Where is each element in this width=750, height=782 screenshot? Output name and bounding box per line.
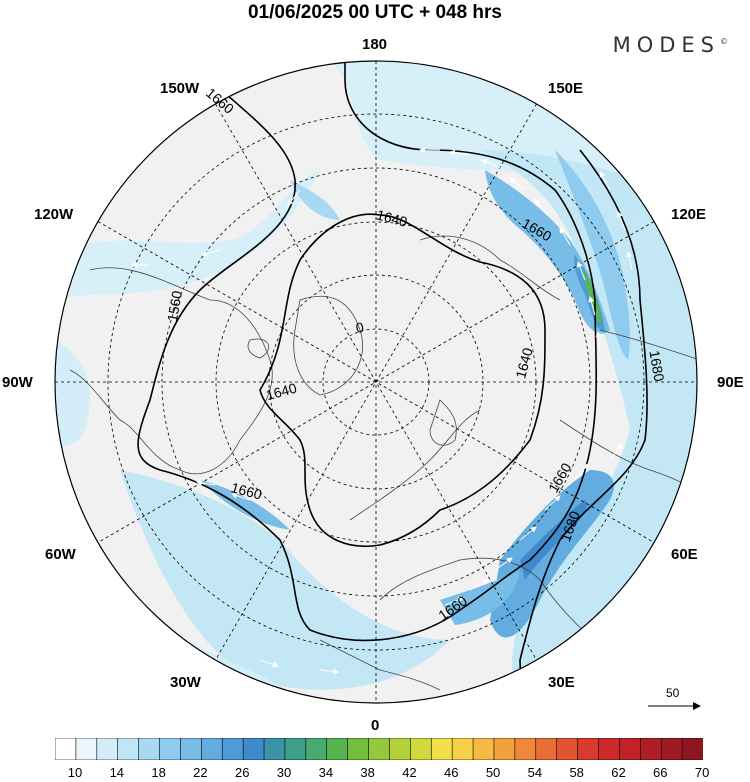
colorbar-tick-label: 26: [234, 765, 250, 780]
colorbar-swatch: [221, 738, 244, 760]
lon-label-120e: 120E: [671, 206, 707, 223]
colorbar-tick-label: 58: [569, 765, 584, 780]
colorbar-swatch: [242, 738, 265, 760]
lon-label-60w: 60W: [45, 546, 76, 563]
copyright-mark: ©: [720, 37, 728, 46]
colorbar-swatch: [305, 738, 328, 760]
colorbar-swatch: [159, 738, 182, 760]
colorbar-tick-label: 10: [67, 765, 83, 780]
colorbar-swatch: [577, 738, 600, 760]
colorbar-tick-label: 66: [653, 765, 668, 780]
colorbar-tick-label: 42: [402, 765, 417, 780]
contour-label: 1680: [646, 349, 667, 383]
colorbar-swatch: [493, 738, 516, 760]
contour-label: 1660: [229, 479, 263, 503]
lon-label-90e: 90E: [717, 374, 744, 391]
colorbar-swatch: [556, 738, 579, 760]
lon-label-150w: 150W: [160, 80, 200, 97]
colorbar-swatch: [96, 738, 119, 760]
colorbar-tick-label: 30: [276, 765, 292, 780]
meridians: [55, 61, 697, 703]
colorbar-swatch: [598, 738, 620, 760]
lon-label-90w: 90W: [2, 374, 33, 391]
colorbar-swatch: [410, 738, 432, 760]
colorbar-tick-label: 14: [109, 765, 125, 780]
colorbar-swatch: [284, 738, 307, 760]
contour-label: 1640: [264, 380, 298, 404]
map-title: 01/06/2025 00 UTC + 048 hrs: [247, 2, 503, 23]
contour-label: 1560: [164, 289, 185, 323]
colorbar-swatch: [263, 738, 286, 760]
colorbar-swatch: [514, 738, 537, 760]
contour-label: 1640: [375, 206, 409, 230]
lon-label-30w: 30W: [170, 674, 201, 691]
colorbar-tick-label: 54: [527, 765, 543, 780]
colorbar-tick-label: 62: [611, 765, 626, 780]
colorbar-swatch: [180, 738, 202, 760]
colorbar-swatch: [660, 738, 683, 760]
colorbar-swatch: [326, 738, 349, 760]
wind-vectors: [131, 147, 633, 675]
colorbar-swatch: [389, 738, 411, 760]
reference-vector-label: 50: [666, 686, 680, 700]
map-border: [54, 60, 698, 704]
colorbar-swatch: [347, 738, 370, 760]
lon-label-0: 0: [371, 717, 380, 734]
colorbar-swatch: [368, 738, 391, 760]
colorbar-tick-label: 22: [193, 765, 208, 780]
reference-vector-arrow-icon: [648, 702, 701, 710]
colorbar-swatch: [430, 738, 453, 760]
contour-label: 1640: [512, 346, 536, 380]
colorbar-tick-label: 38: [360, 765, 375, 780]
colorbar-swatch: [75, 738, 98, 760]
colorbar-tick-label: 18: [151, 765, 166, 780]
colorbar-swatch: [472, 738, 495, 760]
colorbar-swatch: [639, 738, 662, 760]
colorbar-labels: 10 14 18 22 26 30 34 38 42 46 50 54 58 62 66 70: [55, 765, 710, 781]
colorbar-tick-label: 50: [485, 765, 501, 780]
brand-logo: MODES©: [613, 33, 728, 57]
colorbar-swatch: [201, 738, 223, 760]
colorbar-swatch: [619, 738, 641, 760]
lon-label-30e: 30E: [548, 674, 575, 691]
lon-label-60e: 60E: [671, 546, 698, 563]
colorbar-swatch: [138, 738, 161, 760]
colorbar-swatch: [117, 738, 140, 760]
lon-label-180: 180: [362, 36, 388, 53]
coastlines: [69, 235, 697, 691]
reference-vector: 50: [646, 686, 706, 716]
colorbar-swatch: [55, 738, 77, 760]
colorbar-tick-label: 34: [318, 765, 334, 780]
colorbar: [55, 738, 703, 760]
colorbar-swatch: [535, 738, 558, 760]
colorbar-swatch: [451, 738, 474, 760]
brand-text: MODES: [612, 33, 720, 57]
colorbar-tick-label: 70: [694, 765, 710, 780]
colorbar-swatch: [681, 738, 703, 760]
contour-label: 0: [355, 319, 366, 336]
lon-label-150e: 150E: [548, 80, 584, 97]
colorbar-tick-label: 46: [444, 765, 459, 780]
lon-label-120w: 120W: [34, 206, 74, 223]
